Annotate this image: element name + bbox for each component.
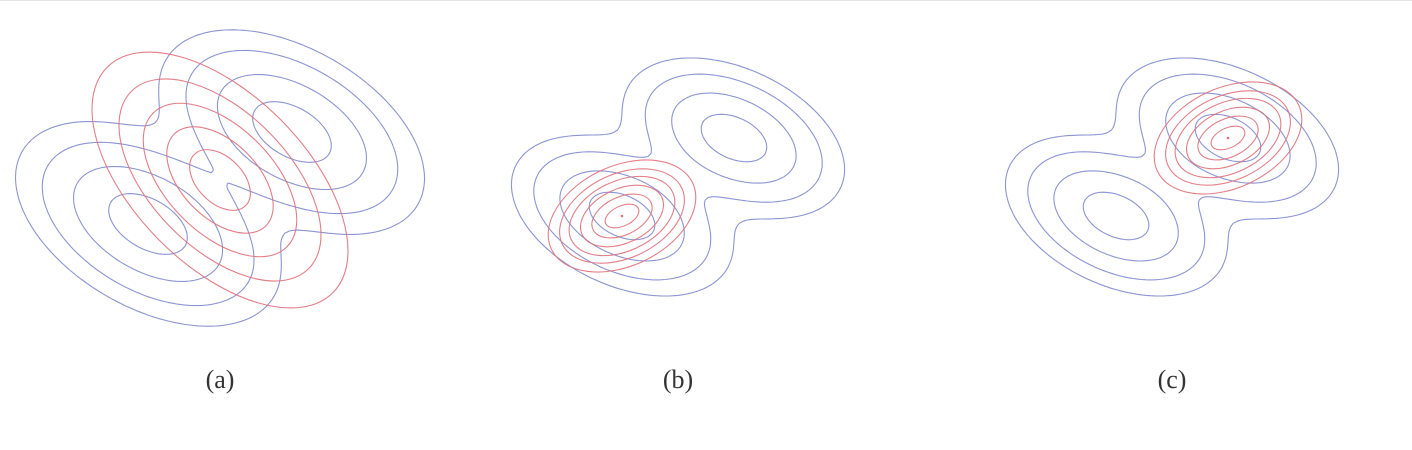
target-mode-point [620,214,624,218]
model-density-contours [14,29,426,327]
model-contour-0 [14,29,426,327]
panel-a: (a) [14,29,426,394]
target-contour-5 [604,203,640,229]
panel-b: (b) [510,57,846,394]
target-contour-4 [591,193,653,239]
model-density-contours [1004,57,1340,297]
model-contour-1 [41,49,399,307]
model-contour-1 [533,73,823,281]
model-contour-3 [108,101,332,255]
panel-c: (c) [1004,57,1340,394]
target-contour-3 [579,184,665,248]
target-contour-2 [568,175,676,257]
model-contour-2 [559,92,797,262]
target-density-contours [1153,81,1303,195]
target-mode-point [1226,136,1230,140]
target-contour-2 [1174,97,1282,179]
target-contour-3 [1185,106,1271,170]
target-contour-1 [559,168,685,264]
target-contour-5 [1210,125,1246,151]
model-contour-2 [73,74,367,282]
model-contour-0 [1004,57,1340,297]
target-contour-1 [118,78,322,282]
target-density-contours [547,159,697,273]
model-density-contours [510,57,846,297]
panel-caption-b: (b) [663,365,693,394]
model-contour-0 [510,57,846,297]
target-contour-0 [547,159,697,273]
model-contour-1 [1027,73,1317,281]
model-contour-2 [1053,92,1291,262]
panel-caption-c: (c) [1158,365,1187,394]
panel-caption-a: (a) [206,365,235,394]
target-contour-4 [1197,115,1259,161]
target-contour-0 [1153,81,1303,195]
target-density-contours [91,51,349,309]
model-contour-3 [1082,113,1262,241]
target-contour-2 [142,102,298,258]
top-rule [0,0,1412,1]
target-contour-1 [1165,90,1291,186]
target-contour-0 [91,51,349,309]
target-contour-3 [166,126,274,234]
target-contour-4 [189,149,251,211]
